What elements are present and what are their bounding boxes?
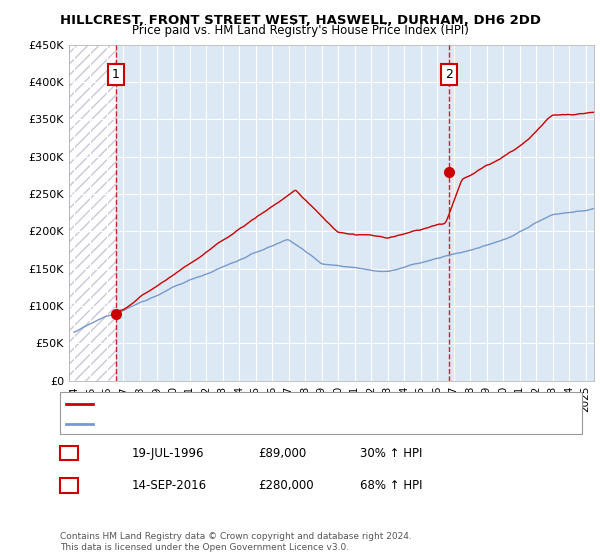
Text: £280,000: £280,000 <box>258 479 314 492</box>
Text: 2: 2 <box>445 68 453 81</box>
Text: 30% ↑ HPI: 30% ↑ HPI <box>360 446 422 460</box>
Text: 68% ↑ HPI: 68% ↑ HPI <box>360 479 422 492</box>
Text: HILLCREST, FRONT STREET WEST, HASWELL, DURHAM, DH6 2DD (detached house): HILLCREST, FRONT STREET WEST, HASWELL, D… <box>97 399 530 409</box>
Text: 1: 1 <box>65 446 73 460</box>
Text: 14-SEP-2016: 14-SEP-2016 <box>132 479 207 492</box>
Bar <box>69 45 116 381</box>
Text: 19-JUL-1996: 19-JUL-1996 <box>132 446 205 460</box>
Text: 1: 1 <box>112 68 120 81</box>
Text: Price paid vs. HM Land Registry's House Price Index (HPI): Price paid vs. HM Land Registry's House … <box>131 24 469 36</box>
Text: HILLCREST, FRONT STREET WEST, HASWELL, DURHAM, DH6 2DD: HILLCREST, FRONT STREET WEST, HASWELL, D… <box>59 14 541 27</box>
Text: Contains HM Land Registry data © Crown copyright and database right 2024.
This d: Contains HM Land Registry data © Crown c… <box>60 532 412 552</box>
Text: HPI: Average price, detached house, County Durham: HPI: Average price, detached house, Coun… <box>97 418 373 428</box>
Text: £89,000: £89,000 <box>258 446 306 460</box>
Text: 2: 2 <box>65 479 73 492</box>
